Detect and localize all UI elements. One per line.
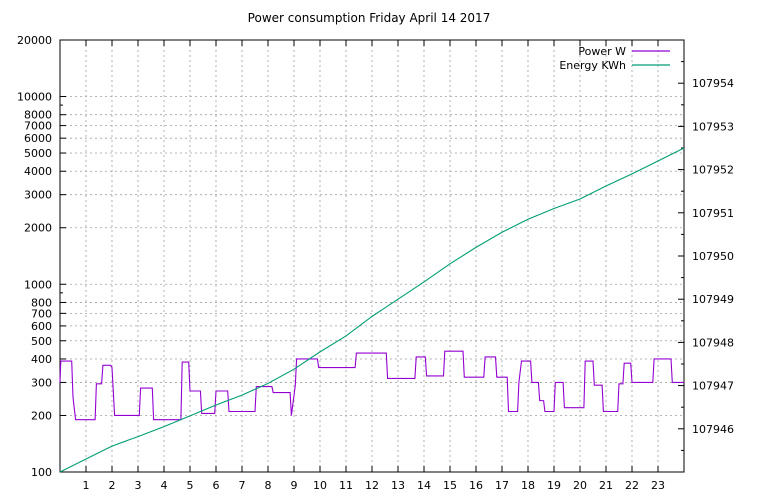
y-left-tick-label: 700 — [31, 307, 52, 320]
y-left-tick-label: 20000 — [17, 34, 52, 47]
y-right-tick-label: 107953 — [692, 120, 734, 133]
x-tick-label: 3 — [135, 479, 142, 492]
x-tick-label: 6 — [213, 479, 220, 492]
y-right-tick-label: 107948 — [692, 336, 734, 349]
x-tick-label: 9 — [291, 479, 298, 492]
y-left-tick-label: 100 — [31, 466, 52, 479]
chart-title: Power consumption Friday April 14 2017 — [248, 11, 491, 25]
series-layer — [59, 147, 685, 473]
grid-lines — [60, 40, 684, 472]
x-tick-label: 4 — [161, 479, 168, 492]
y-left-tick-label: 400 — [31, 353, 52, 366]
plot-border — [59, 39, 685, 473]
x-tick-label: 1 — [83, 479, 90, 492]
x-tick-label: 2 — [109, 479, 116, 492]
x-tick-label: 8 — [265, 479, 272, 492]
y-left-tick-label: 300 — [31, 376, 52, 389]
series-line-power — [59, 350, 684, 421]
x-tick-label: 19 — [547, 479, 561, 492]
x-tick-label: 7 — [239, 479, 246, 492]
x-tick-label: 23 — [651, 479, 665, 492]
y-right-tick-label: 107954 — [692, 77, 734, 90]
right-axis-ticks: 107946 107947 107948 107949 107950 107951 1079… — [678, 61, 734, 451]
x-tick-label: 5 — [187, 479, 194, 492]
series-line-energy — [59, 147, 685, 473]
y-left-tick-label: 3000 — [24, 189, 52, 202]
y-left-tick-label: 8000 — [24, 109, 52, 122]
x-tick-label: 18 — [521, 479, 535, 492]
y-left-tick-label: 600 — [31, 320, 52, 333]
y-right-tick-label: 107951 — [692, 207, 734, 220]
legend-label-energy: Energy KWh — [559, 59, 626, 72]
y-left-tick-label: 5000 — [24, 147, 52, 160]
x-tick-label: 12 — [365, 479, 379, 492]
x-tick-label: 21 — [599, 479, 613, 492]
y-right-tick-label: 107947 — [692, 380, 734, 393]
x-tick-label: 13 — [391, 479, 405, 492]
y-left-tick-label: 2000 — [24, 222, 52, 235]
y-left-tick-label: 7000 — [24, 120, 52, 133]
x-tick-label: 14 — [417, 479, 431, 492]
x-tick-label: 15 — [443, 479, 457, 492]
legend-label-power: Power W — [578, 45, 626, 58]
x-tick-label: 10 — [313, 479, 327, 492]
y-left-tick-label: 800 — [31, 296, 52, 309]
y-left-tick-label: 6000 — [24, 132, 52, 145]
x-tick-label: 11 — [339, 479, 353, 492]
y-left-tick-label: 500 — [31, 335, 52, 348]
x-tick-label: 16 — [469, 479, 483, 492]
x-axis-ticks: 1 2 3 4 5 6 7 8 9 10 11 12 13 14 15 16 17 18 19 20 21 22 23 — [83, 40, 665, 492]
x-tick-label: 17 — [495, 479, 509, 492]
x-tick-label: 22 — [625, 479, 639, 492]
y-left-tick-label: 10000 — [17, 91, 52, 104]
y-right-tick-label: 107949 — [692, 293, 734, 306]
legend: Power W Energy KWh — [559, 45, 670, 72]
y-left-tick-label: 4000 — [24, 165, 52, 178]
x-tick-label: 20 — [573, 479, 587, 492]
y-left-tick-label: 1000 — [24, 278, 52, 291]
y-right-tick-label: 107952 — [692, 164, 734, 177]
y-right-tick-label: 107946 — [692, 423, 734, 436]
y-right-tick-label: 107950 — [692, 250, 734, 263]
y-left-tick-label: 200 — [31, 409, 52, 422]
